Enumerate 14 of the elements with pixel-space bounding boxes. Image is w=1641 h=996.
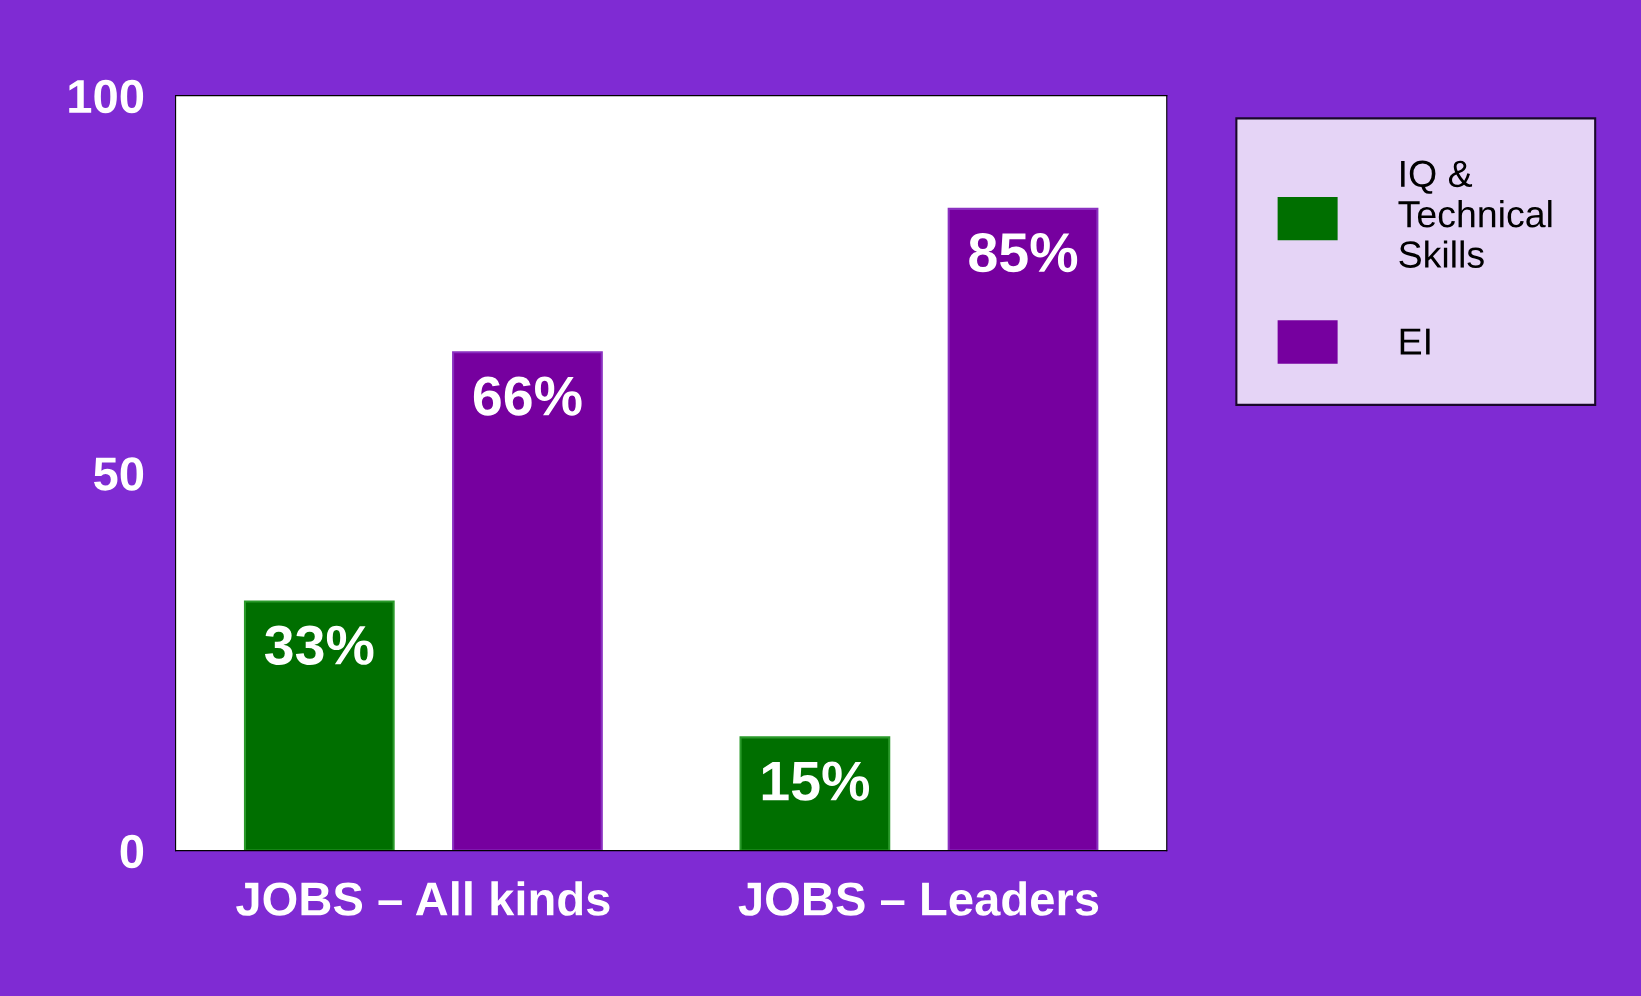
data-label: 66% xyxy=(473,376,582,416)
x-tick-label: JOBS – Leaders xyxy=(738,881,1099,916)
data-label: 15% xyxy=(762,761,870,801)
y-tick-label: 0 xyxy=(120,834,144,869)
legend-label: EI xyxy=(1400,328,1430,355)
bar xyxy=(243,600,395,851)
x-tick-label: JOBS – All kinds xyxy=(236,881,610,916)
y-tick-label: 100 xyxy=(69,79,144,114)
data-label: 33% xyxy=(264,625,374,665)
data-label: 85% xyxy=(969,232,1078,273)
legend-label: IQ & Technical Skills xyxy=(1398,160,1552,268)
bar xyxy=(947,207,1099,851)
bar xyxy=(452,351,603,851)
y-tick-label: 50 xyxy=(93,457,144,491)
